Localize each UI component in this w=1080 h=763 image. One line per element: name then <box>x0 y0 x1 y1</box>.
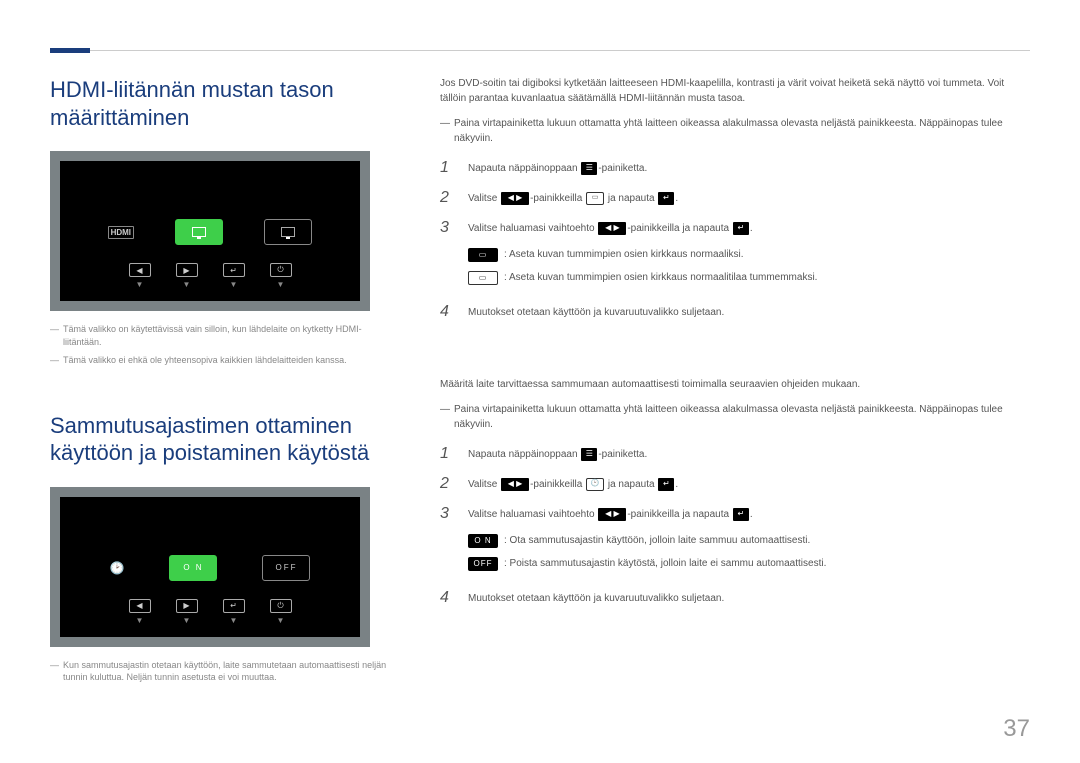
section1-footnote2: Tämä valikko ei ehkä ole yhteensopiva ka… <box>50 354 395 367</box>
s2-step3-off: OFF: Poista sammutusajastin käytöstä, jo… <box>468 555 1030 573</box>
left-right-icon-2: ◀ ▶ <box>598 222 626 235</box>
menu-icon: ☰ <box>581 162 597 175</box>
on-badge: O N <box>468 534 498 548</box>
tv-illustration-2: 🕑 O N OFF ◀▼ ▶▼ ↵▼ ⏻▼ <box>50 487 370 647</box>
section2-footnote: Kun sammutusajastin otetaan käyttöön, la… <box>50 659 395 684</box>
tv-btn-right: ▶▼ <box>176 263 198 289</box>
page-number: 37 <box>1003 715 1030 743</box>
s1-step3-sub2: ▭: Aseta kuvan tummimpien osien kirkkaus… <box>468 269 1030 287</box>
enter-icon: ↵ <box>658 192 674 205</box>
s1-step3: 3 Valitse haluamasi vaihtoehto ◀ ▶-paini… <box>440 220 1030 292</box>
s1-step3-sub1: ▭: Aseta kuvan tummimpien osien kirkkaus… <box>468 246 1030 264</box>
section1-intro: Jos DVD-soitin tai digiboksi kytketään l… <box>440 76 1030 106</box>
right-column: Jos DVD-soitin tai digiboksi kytketään l… <box>440 76 1030 690</box>
left-right-icon: ◀ ▶ <box>501 192 529 205</box>
left-right-icon-3: ◀ ▶ <box>501 478 529 491</box>
section2-title: Sammutusajastimen ottaminen käyttöön ja … <box>50 412 395 467</box>
menu-icon-2: ☰ <box>581 448 597 461</box>
black-monitor-badge: ▭ <box>468 248 498 262</box>
section2-note: Paina virtapainiketta lukuun ottamatta y… <box>440 402 1030 432</box>
tv-btn-enter: ↵▼ <box>223 263 245 289</box>
tv-illustration-1: HDMI ◀▼ ▶▼ ↵▼ ⏻▼ <box>50 151 370 311</box>
s1-step2: 2 Valitse ◀ ▶-painikkeilla ▭ ja napauta … <box>440 190 1030 208</box>
s2-step2: 2 Valitse ◀ ▶-painikkeilla 🕑 ja napauta … <box>440 476 1030 494</box>
tv-btn-power: ⏻▼ <box>270 263 292 289</box>
section1-footnote1: Tämä valikko on käytettävissä vain sillo… <box>50 323 395 348</box>
section2-intro: Määritä laite tarvittaessa sammumaan aut… <box>440 377 1030 392</box>
s2-step1: 1 Napauta näppäinoppaan ☰-painiketta. <box>440 446 1030 464</box>
enter-icon-4: ↵ <box>733 508 749 521</box>
tv2-btn-right: ▶▼ <box>176 599 198 625</box>
monitor-small-icon: ▭ <box>586 192 604 205</box>
monitor-icon-outline <box>264 219 312 245</box>
s2-step4: 4 Muutokset otetaan käyttöön ja kuvaruut… <box>440 590 1030 608</box>
page-content: HDMI-liitännän mustan tason määrittämine… <box>50 76 1030 690</box>
monitor-icon-green <box>175 219 223 245</box>
timer-icon: 🕑 <box>110 561 125 575</box>
outline-monitor-badge: ▭ <box>468 271 498 285</box>
off-badge: OFF <box>468 557 498 571</box>
timer-off-box: OFF <box>262 555 310 581</box>
header-rule <box>50 50 1030 51</box>
timer-small-icon: 🕑 <box>586 478 604 491</box>
tv2-btn-power: ⏻▼ <box>270 599 292 625</box>
s2-step3-on: O N: Ota sammutusajastin käyttöön, jollo… <box>468 532 1030 550</box>
section1-note: Paina virtapainiketta lukuun ottamatta y… <box>440 116 1030 146</box>
s2-step3: 3 Valitse haluamasi vaihtoehto ◀ ▶-paini… <box>440 506 1030 578</box>
s1-step4: 4 Muutokset otetaan käyttöön ja kuvaruut… <box>440 304 1030 322</box>
enter-icon-2: ↵ <box>733 222 749 235</box>
hdmi-icon: HDMI <box>108 226 134 239</box>
tv2-btn-left: ◀▼ <box>129 599 151 625</box>
tv-btn-left: ◀▼ <box>129 263 151 289</box>
timer-on-box: O N <box>169 555 217 581</box>
enter-icon-3: ↵ <box>658 478 674 491</box>
section1-title: HDMI-liitännän mustan tason määrittämine… <box>50 76 395 131</box>
left-column: HDMI-liitännän mustan tason määrittämine… <box>50 76 395 690</box>
tv2-btn-enter: ↵▼ <box>223 599 245 625</box>
s1-step1: 1 Napauta näppäinoppaan ☰-painiketta. <box>440 160 1030 178</box>
left-right-icon-4: ◀ ▶ <box>598 508 626 521</box>
